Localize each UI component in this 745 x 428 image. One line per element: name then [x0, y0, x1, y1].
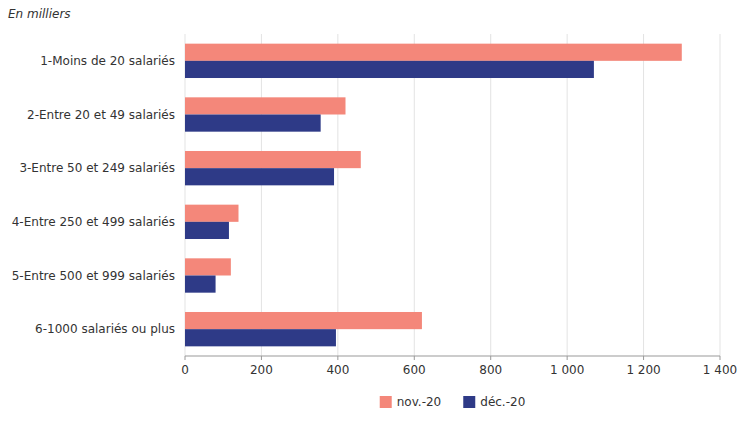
grid-line	[185, 34, 186, 356]
grid-line	[490, 34, 491, 356]
grid	[185, 34, 720, 356]
tick-mark	[490, 356, 491, 360]
legend-label: déc.-20	[480, 395, 525, 409]
category-label: 1-Moins de 20 salariés	[40, 54, 175, 68]
tick-label: 200	[250, 363, 273, 377]
category-label: 6-1000 salariés ou plus	[35, 322, 175, 336]
tick-label: 1 000	[550, 363, 584, 377]
grid-line	[567, 34, 568, 356]
tick-mark	[185, 356, 186, 360]
chart: En milliers 0 200 400 600 800 1 000 1 200 1 400 1…	[0, 0, 745, 428]
subtitle: En milliers	[8, 7, 71, 21]
bars	[185, 44, 682, 347]
tick-label: 800	[479, 363, 502, 377]
bar	[185, 312, 422, 329]
bar	[185, 205, 239, 222]
tick-label: 0	[181, 363, 189, 377]
legend-swatch	[463, 396, 475, 408]
grid-line	[261, 34, 262, 356]
category-label: 4-Entre 250 et 499 salariés	[12, 215, 175, 229]
grid-line	[414, 34, 415, 356]
category-label: 3-Entre 50 et 249 salariés	[19, 161, 175, 175]
category-label: 5-Entre 500 et 999 salariés	[12, 269, 175, 283]
bar	[185, 222, 229, 239]
bar	[185, 258, 231, 275]
legend-label: nov.-20	[397, 395, 442, 409]
tick-mark	[414, 356, 415, 360]
bar	[185, 61, 594, 78]
legend-item: nov.-20	[380, 395, 442, 409]
tick-mark	[720, 356, 721, 360]
tick-label: 400	[326, 363, 349, 377]
bar	[185, 151, 361, 168]
tick-mark	[643, 356, 644, 360]
tick-label: 600	[403, 363, 426, 377]
tick-mark	[567, 356, 568, 360]
bar	[185, 276, 216, 293]
tick-mark	[337, 356, 338, 360]
legend: nov.-20 déc.-20	[380, 395, 526, 409]
x-axis	[185, 356, 720, 357]
legend-swatch	[380, 396, 392, 408]
tick-mark	[261, 356, 262, 360]
legend-item: déc.-20	[463, 395, 525, 409]
grid-line	[720, 34, 721, 356]
grid-line	[643, 34, 644, 356]
tick-label: 1 200	[626, 363, 660, 377]
bar	[185, 97, 346, 114]
grid-line	[337, 34, 338, 356]
tick-label: 1 400	[703, 363, 737, 377]
bar	[185, 44, 682, 61]
y-ticks: 1-Moins de 20 salariés 2-Entre 20 et 49 s…	[12, 54, 175, 336]
bar	[185, 115, 321, 132]
bar	[185, 329, 336, 346]
x-ticks: 0 200 400 600 800 1 000 1 200 1 400	[181, 356, 737, 377]
bar	[185, 168, 334, 185]
category-label: 2-Entre 20 et 49 salariés	[27, 108, 175, 122]
